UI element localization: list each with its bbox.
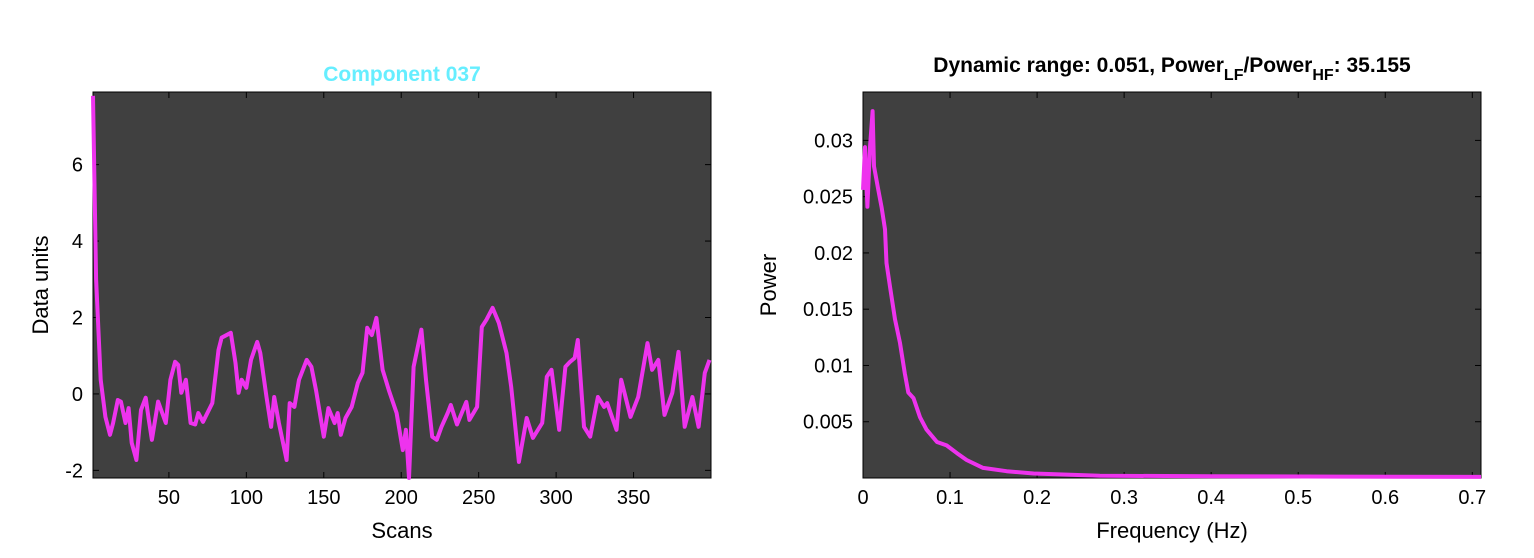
y-tick-label: 0.005 xyxy=(803,412,853,434)
x-tick-label: 0 xyxy=(857,487,868,509)
y-tick-label: 0.03 xyxy=(814,130,853,152)
y-tick-label: 2 xyxy=(72,307,83,329)
timecourse-axes: 50 100 150 200 250 300 350 -2 0 2 4 6 Component 037… xyxy=(28,63,712,543)
timecourse-ylabel: Data units xyxy=(28,235,53,334)
x-tick-label: 0.1 xyxy=(936,487,964,509)
x-tick-label: 100 xyxy=(230,487,263,509)
spectrum-line xyxy=(861,109,1482,479)
timecourse-title: Component 037 xyxy=(323,63,481,86)
y-tick-label: 0.02 xyxy=(814,243,853,265)
x-tick-label: 0.4 xyxy=(1197,487,1225,509)
x-tick-label: 150 xyxy=(307,487,340,509)
title-part: /Power xyxy=(1243,54,1312,77)
spectrum-axes: 0 0.1 0.2 0.3 0.4 0.5 0.6 0.7 0.005 0.01 0.015 0.02… xyxy=(756,54,1486,543)
title-subscript-hf: HF xyxy=(1312,67,1334,84)
y-tick-label: 0 xyxy=(72,384,83,406)
spectrum-title: Dynamic range: 0.051, PowerLF/PowerHF: 3… xyxy=(933,54,1411,84)
x-tick-label: 200 xyxy=(385,487,418,509)
timecourse-plot-area xyxy=(92,91,712,479)
title-subscript-lf: LF xyxy=(1224,67,1244,84)
x-tick-label: 0.2 xyxy=(1023,487,1051,509)
x-tick-label: 0.5 xyxy=(1284,487,1312,509)
title-part: Dynamic range: 0.051, Power xyxy=(933,54,1224,77)
spectrum-xlabel: Frequency (Hz) xyxy=(1096,518,1248,543)
y-tick-label: 6 xyxy=(72,155,83,177)
x-tick-label: 350 xyxy=(617,487,650,509)
x-tick-label: 0.6 xyxy=(1371,487,1399,509)
x-tick-label: 250 xyxy=(462,487,495,509)
title-part: : 35.155 xyxy=(1334,54,1411,77)
y-tick-label: 0.025 xyxy=(803,187,853,209)
timecourse-xlabel: Scans xyxy=(371,518,432,543)
spectrum-plot-area xyxy=(862,91,1482,479)
x-tick-label: 0.3 xyxy=(1110,487,1138,509)
spectrum-ylabel: Power xyxy=(756,254,781,316)
y-tick-label: 0.01 xyxy=(814,355,853,377)
x-tick-label: 300 xyxy=(539,487,572,509)
y-tick-label: 4 xyxy=(72,231,83,253)
x-tick-label: 50 xyxy=(158,487,180,509)
y-tick-label: -2 xyxy=(65,460,83,482)
y-tick-label: 0.015 xyxy=(803,299,853,321)
x-tick-label: 0.7 xyxy=(1458,487,1486,509)
timecourse-line xyxy=(91,95,712,480)
